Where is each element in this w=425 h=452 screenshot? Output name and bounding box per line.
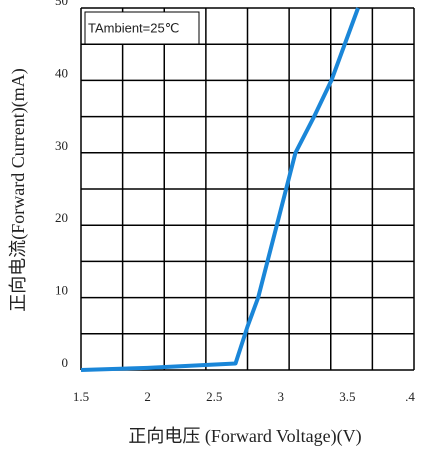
x-tick-label: 1.5 xyxy=(73,389,89,404)
data-line xyxy=(80,7,360,372)
x-tick-label: .4 xyxy=(405,389,415,404)
y-axis-title: 正向电流(Forward Current)(mA) xyxy=(8,68,29,311)
x-tick-label: 2.5 xyxy=(206,389,222,404)
y-tick-label: 40 xyxy=(55,65,68,80)
y-tick-label: 30 xyxy=(55,138,68,153)
x-tick-label: 3.5 xyxy=(339,389,355,404)
annotation-box xyxy=(84,11,200,45)
y-tick-label: 10 xyxy=(55,283,68,298)
x-tick-label: 2 xyxy=(144,389,151,404)
y-tick-label: 50 xyxy=(55,0,68,8)
y-tick-label: 0 xyxy=(62,355,69,370)
y-tick-label: 20 xyxy=(55,210,68,225)
x-tick-label: 3 xyxy=(278,389,285,404)
x-axis-title: 正向电压 (Forward Voltage)(V) xyxy=(128,426,361,447)
annotation: TAmbient=25℃ xyxy=(88,20,179,35)
